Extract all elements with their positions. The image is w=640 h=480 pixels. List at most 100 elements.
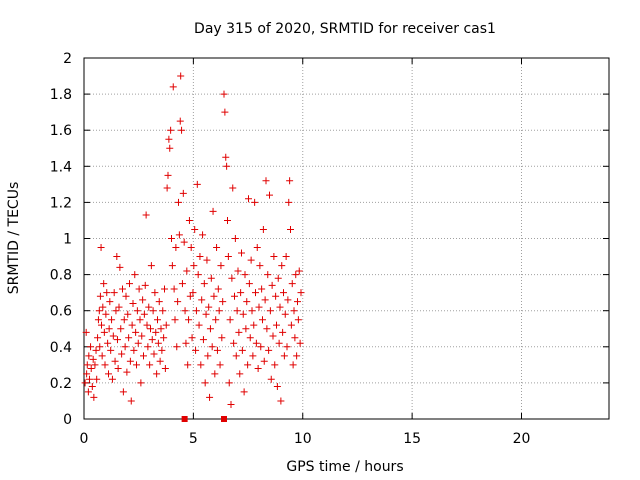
y-tick-label: 1 <box>63 232 72 248</box>
data-point <box>110 289 118 297</box>
x-tick-label: 10 <box>294 431 312 447</box>
data-point <box>161 285 168 293</box>
data-point <box>247 256 255 264</box>
data-point <box>199 231 207 239</box>
data-point <box>175 198 182 206</box>
data-point <box>108 316 116 324</box>
data-point <box>154 316 161 324</box>
data-point <box>82 328 90 336</box>
data-point <box>94 316 102 324</box>
data-point <box>281 310 289 318</box>
data-point <box>294 298 301 306</box>
chart-title: Day 315 of 2020, SRMTID for receiver cas… <box>194 21 496 37</box>
data-point <box>111 357 119 365</box>
data-point <box>136 316 144 324</box>
y-tick-label: 1.4 <box>50 159 72 175</box>
data-point <box>113 253 121 261</box>
data-point <box>238 346 246 354</box>
data-point <box>135 285 143 293</box>
data-point <box>157 325 165 333</box>
data-point <box>208 343 216 351</box>
data-point <box>270 253 278 261</box>
data-point <box>263 325 271 333</box>
data-point <box>262 177 270 185</box>
data-point <box>248 307 256 315</box>
data-point <box>206 325 214 333</box>
data-point <box>94 334 102 342</box>
data-point <box>107 346 115 354</box>
data-point <box>97 244 105 252</box>
data-point <box>258 285 266 293</box>
data-point <box>151 289 159 297</box>
data-point <box>240 388 248 396</box>
data-point <box>253 244 261 252</box>
data-point <box>123 368 131 376</box>
data-point <box>113 336 121 344</box>
data-point <box>282 253 290 261</box>
data-point <box>119 388 127 396</box>
data-point <box>251 198 259 206</box>
data-point <box>99 303 107 311</box>
data-point <box>228 274 236 282</box>
data-point <box>171 316 179 324</box>
data-point <box>105 325 113 333</box>
y-tick-label: 0.8 <box>50 268 72 284</box>
data-point <box>222 153 230 161</box>
data-point <box>166 144 174 152</box>
data-point <box>212 316 220 324</box>
data-point <box>255 303 263 311</box>
data-point <box>168 235 175 242</box>
data-point <box>195 321 203 329</box>
data-point <box>259 316 266 324</box>
data-point <box>160 334 168 342</box>
data-point <box>187 244 195 252</box>
data-point <box>161 364 169 372</box>
data-point <box>128 321 136 329</box>
data-point <box>203 256 211 264</box>
data-point <box>231 292 238 300</box>
data-point <box>250 321 258 329</box>
data-point <box>120 316 128 324</box>
data-point <box>246 334 254 342</box>
data-point <box>202 310 210 318</box>
data-point <box>140 310 148 318</box>
x-axis-label: GPS time / hours <box>286 459 403 475</box>
data-point <box>289 361 297 369</box>
data-point <box>142 211 150 219</box>
data-point <box>108 375 116 383</box>
data-point <box>156 357 164 365</box>
data-point <box>200 280 208 288</box>
data-point <box>242 325 250 333</box>
data-point <box>87 343 95 351</box>
data-point <box>204 352 212 360</box>
data-point <box>199 336 207 344</box>
data-point <box>277 397 285 405</box>
data-point <box>112 307 120 315</box>
x-tick-label: 0 <box>80 431 89 447</box>
data-point <box>181 307 189 315</box>
data-point <box>213 244 221 252</box>
data-point <box>291 334 299 342</box>
data-point <box>232 352 240 360</box>
axis-marker <box>181 416 188 422</box>
data-point <box>297 289 305 297</box>
data-point <box>117 325 125 333</box>
data-point <box>148 336 156 344</box>
data-point <box>210 292 218 300</box>
data-point <box>116 263 124 271</box>
data-point <box>85 352 93 360</box>
data-point <box>257 343 265 351</box>
data-point <box>194 271 202 279</box>
data-point <box>288 280 296 288</box>
data-point <box>243 298 251 306</box>
data-point <box>207 274 215 282</box>
data-point <box>220 90 228 98</box>
data-point <box>83 361 91 369</box>
data-point <box>173 343 181 351</box>
data-point <box>102 310 110 318</box>
data-point <box>218 334 226 342</box>
data-point <box>278 262 286 270</box>
data-point <box>190 262 198 270</box>
data-point <box>182 339 190 347</box>
